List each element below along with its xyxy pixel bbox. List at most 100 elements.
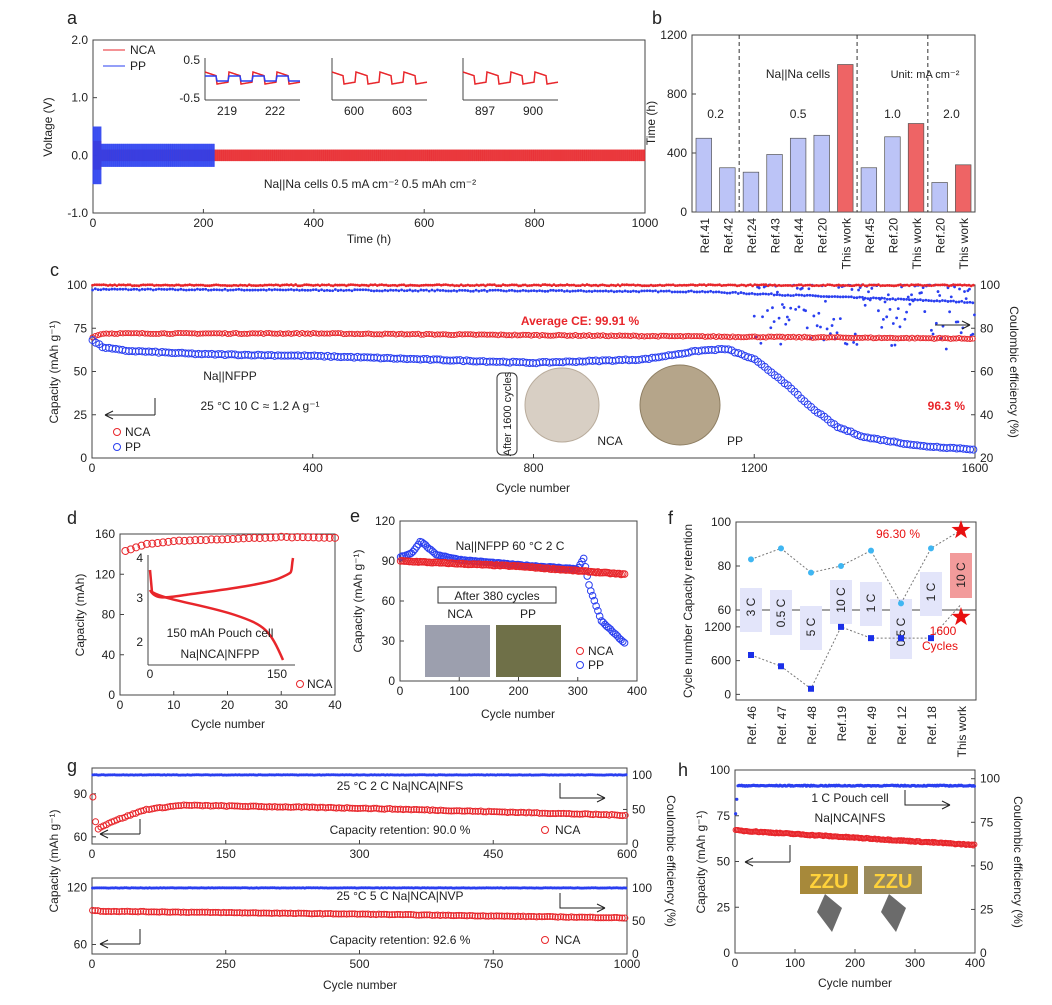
pp-ce-point — [648, 289, 652, 293]
nca-ce-point — [598, 283, 602, 287]
nca-ce-point — [709, 283, 713, 287]
nca-capacity-point — [265, 803, 273, 811]
nca-capacity-point — [428, 911, 436, 919]
nca-capacity-point — [337, 330, 344, 337]
pp-ce-point — [698, 290, 702, 294]
bar-This work — [837, 64, 854, 213]
nca-ce-point — [210, 284, 214, 287]
nca-ce-point — [835, 283, 838, 287]
pp-ce-point — [819, 295, 823, 298]
nca-capacity-point — [517, 913, 525, 921]
nca-ce-point — [415, 284, 419, 287]
nca-capacity-point — [299, 330, 306, 337]
nca-capacity-point — [586, 913, 594, 921]
x-tick-label: 1000 — [614, 957, 641, 971]
nca-capacity-point — [607, 914, 615, 922]
nca-capacity-point — [740, 334, 747, 341]
pp-ce-point — [579, 289, 583, 292]
nca-capacity-point — [953, 335, 960, 342]
nca-capacity-point — [969, 841, 975, 848]
nca-capacity-point — [418, 911, 426, 919]
nca-ce-point — [336, 283, 339, 287]
this-work-cycles-star — [951, 607, 971, 626]
nca-ce-point — [947, 284, 951, 288]
nca-capacity-point — [121, 907, 129, 915]
inset-x-tick: 0 — [147, 667, 154, 681]
nca-ce-point — [799, 283, 803, 287]
nca-capacity-point — [134, 908, 142, 916]
pp-ce-point — [596, 289, 599, 293]
nca-capacity-point — [939, 335, 946, 342]
nca-capacity-point — [487, 808, 495, 816]
nca-ce-point — [744, 284, 748, 288]
pp-ce-point — [807, 287, 811, 291]
nca-ce-point — [378, 283, 381, 287]
nca-capacity-point — [771, 334, 778, 341]
nca-capacity-point — [906, 335, 913, 342]
pp-ce-point — [867, 290, 870, 294]
nca-ce-point — [698, 283, 702, 287]
pp-ce-point — [386, 289, 390, 293]
nca-capacity-point — [164, 803, 172, 811]
nca-capacity-point — [613, 332, 620, 339]
nca-capacity-point — [412, 331, 419, 338]
nca-capacity-point — [337, 910, 345, 918]
nca-capacity-point — [393, 331, 400, 338]
nca-capacity-point — [519, 912, 527, 920]
x-tick-label: 400 — [965, 956, 985, 970]
nca-capacity-point — [99, 907, 107, 915]
nca-capacity-point — [213, 330, 220, 337]
nca-ce-point — [693, 283, 697, 287]
nca-ce-point — [969, 284, 973, 288]
nca-ce-point — [689, 283, 693, 287]
inset-x-tick: 150 — [267, 667, 287, 681]
category-label: Ref. 46 — [745, 706, 759, 745]
nca-ce-point — [130, 284, 134, 288]
pp-ce-point — [862, 297, 865, 301]
category-label: Ref.44 — [792, 218, 806, 254]
nca-capacity-point — [322, 804, 330, 812]
nca-capacity-point — [201, 801, 209, 809]
nca-ce-point — [965, 283, 969, 287]
pp-ce-point — [803, 294, 806, 298]
nca-ce-point — [484, 284, 487, 288]
nca-capacity-point — [554, 913, 562, 921]
nca-capacity-point — [316, 803, 324, 811]
nca-capacity-point — [276, 909, 284, 917]
nca-capacity-point — [257, 330, 264, 337]
nca-capacity-point — [487, 912, 495, 920]
nca-capacity-point — [380, 805, 388, 813]
pp-ce-point — [709, 289, 713, 293]
pp-ce-point — [104, 287, 108, 291]
nca-capacity-point — [150, 804, 158, 812]
pp-ce-point — [943, 299, 947, 303]
y-tick-label: 0 — [724, 687, 731, 701]
category-label: This work — [839, 217, 853, 269]
nca-capacity-point — [303, 803, 311, 811]
nca-ce-point — [954, 283, 958, 287]
nca-capacity-point — [936, 334, 943, 341]
nca-capacity-point — [380, 910, 388, 918]
nca-capacity-point — [150, 908, 158, 916]
nca-capacity-point — [782, 334, 789, 341]
nca-capacity-point — [388, 911, 396, 919]
nca-ce-point — [857, 283, 860, 287]
nca-capacity-point — [482, 912, 490, 920]
pp-ce-point — [91, 288, 94, 292]
nca-capacity-point — [169, 330, 176, 337]
nca-capacity-point — [279, 330, 286, 337]
nca-capacity-point — [370, 804, 378, 812]
nca-capacity-point — [522, 913, 530, 921]
nca-capacity-point — [212, 908, 220, 916]
nca-capacity-point — [321, 330, 328, 337]
nca-ce-point — [269, 283, 273, 287]
inset-y-tick: -0.5 — [179, 91, 200, 105]
nca-ce-point — [495, 284, 498, 288]
nca-ce-point — [517, 284, 520, 288]
pp-ce-point — [289, 288, 293, 291]
nca-capacity-point — [169, 537, 178, 546]
nca-capacity-point — [319, 803, 327, 811]
nca-ce-point — [888, 284, 891, 287]
